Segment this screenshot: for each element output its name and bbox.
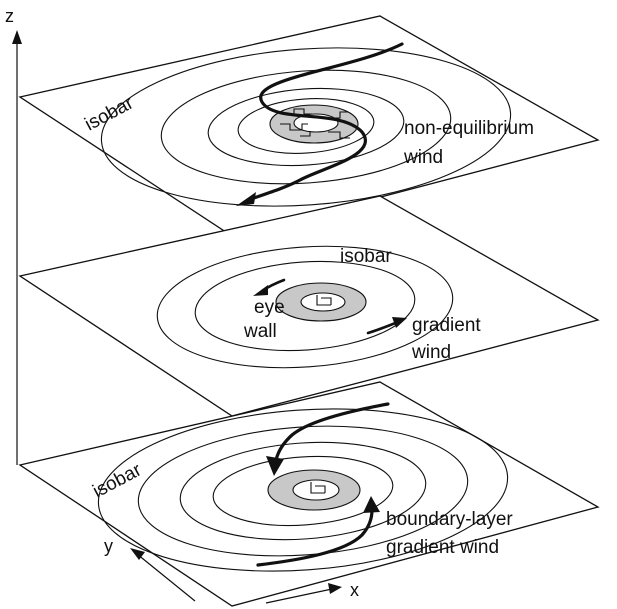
bottom-wind-arrowhead-lower: [363, 496, 380, 513]
middle-layer: isobar eye wall gradient wind: [18, 195, 600, 417]
bottom-low-symbol: [310, 482, 326, 494]
middle-wind-label-1: gradient: [412, 315, 481, 336]
middle-eye: [300, 292, 346, 312]
top-layer: isobar non-equilibrium wind: [18, 15, 600, 237]
y-axis-line: [136, 553, 196, 602]
top-wind-label-1: non-equilibrium: [404, 118, 534, 139]
x-axis-line: [265, 588, 333, 604]
bottom-wind-lower-arc: [256, 508, 374, 567]
middle-low-symbol: [316, 295, 332, 306]
middle-wind-arrowhead-left: [253, 285, 268, 296]
top-isobar-1: [237, 98, 375, 154]
bottom-isobar-3: [179, 441, 427, 541]
middle-wind-arrowhead-right: [392, 317, 407, 328]
top-isobar-outer: [100, 47, 512, 207]
y-axis-arrow: [130, 548, 145, 560]
top-helical-wind: [246, 42, 404, 202]
middle-isobar-label: isobar: [340, 246, 392, 267]
middle-wall-label: wall: [243, 321, 277, 342]
z-axis-arrow: [12, 30, 22, 44]
y-axis-label: y: [104, 536, 113, 556]
x-axis-label: x: [350, 580, 359, 600]
bottom-wind-label-1: boundary-layer: [386, 509, 513, 530]
bottom-wind-label-2: gradient wind: [386, 537, 499, 558]
top-wind-label-2: wind: [403, 147, 443, 168]
middle-isobar-outer: [156, 245, 454, 369]
bottom-wind-upper-arc: [274, 402, 390, 462]
z-axis: z: [5, 6, 22, 465]
xy-axes: y x: [104, 536, 359, 604]
bottom-isobar-outer: [97, 408, 509, 572]
x-axis-arrow: [328, 583, 342, 594]
middle-eye-label: eye: [254, 297, 285, 318]
middle-isobar-inner: [194, 260, 416, 352]
bottom-isobar-2: [212, 455, 394, 527]
top-isobar-2: [207, 87, 405, 167]
z-axis-label: z: [5, 6, 14, 26]
bottom-layer: isobar boundary-layer gradient wind: [18, 381, 600, 607]
bottom-isobar-4: [137, 425, 469, 557]
top-isobar-3: [160, 69, 452, 185]
bottom-wind-arrowhead-upper: [266, 456, 284, 476]
top-core-structure: [280, 108, 350, 139]
bottom-eye: [292, 479, 340, 501]
top-wind-arrowhead: [236, 192, 256, 206]
middle-wind-label-2: wind: [411, 342, 451, 363]
